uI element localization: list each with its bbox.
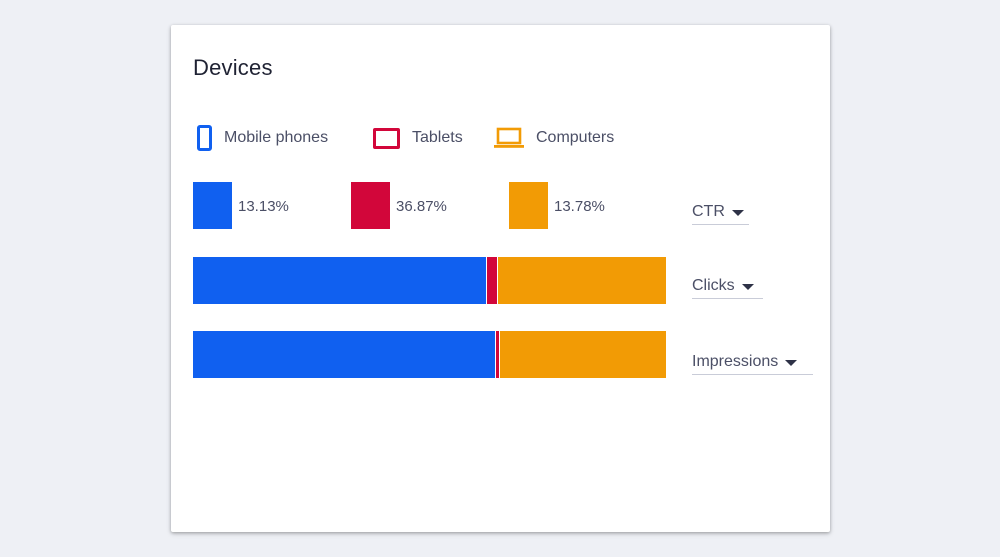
legend-label-mobile: Mobile phones <box>224 129 329 146</box>
impressions-dropdown[interactable]: Impressions <box>692 350 813 375</box>
tablet-icon <box>373 127 400 149</box>
caret-down-icon <box>731 210 744 216</box>
legend-item-mobile: Mobile phones <box>197 123 328 153</box>
ctr-swatch-tablet <box>351 182 390 229</box>
ctr-dropdown[interactable]: CTR <box>692 200 749 225</box>
ctr-swatch-computer <box>509 182 548 229</box>
legend-label-computer: Computers <box>536 129 615 146</box>
bar-separator <box>499 331 501 378</box>
impressions-bar-tablet <box>496 331 500 378</box>
legend-item-computer: Computers <box>494 123 614 153</box>
card-title: Devices <box>193 55 273 80</box>
devices-card: Devices Mobile phones Tablets Computers … <box>171 25 830 532</box>
ctr-value-computer: 13.78% <box>554 198 605 215</box>
clicks-bar <box>193 257 666 304</box>
clicks-bar-mobile <box>193 257 486 304</box>
clicks-dropdown[interactable]: Clicks <box>692 274 763 299</box>
caret-down-icon <box>741 284 754 290</box>
ctr-dropdown-label: CTR <box>692 203 725 220</box>
phone-icon <box>197 125 212 151</box>
ctr-swatch-mobile <box>193 182 232 229</box>
bar-separator <box>485 257 487 304</box>
ctr-value-mobile: 13.13% <box>238 198 289 215</box>
impressions-bar <box>193 331 666 378</box>
legend-item-tablet: Tablets <box>373 123 463 153</box>
clicks-dropdown-label: Clicks <box>692 277 735 294</box>
impressions-bar-mobile <box>193 331 496 378</box>
clicks-bar-computer <box>497 257 666 304</box>
bar-separator <box>496 257 498 304</box>
laptop-icon <box>494 127 524 148</box>
clicks-bar-tablet <box>486 257 497 304</box>
caret-down-icon <box>785 360 798 366</box>
ctr-value-tablet: 36.87% <box>396 198 447 215</box>
impressions-bar-computer <box>500 331 666 378</box>
impressions-dropdown-label: Impressions <box>692 353 779 370</box>
bar-separator <box>495 331 497 378</box>
legend-label-tablet: Tablets <box>412 129 463 146</box>
